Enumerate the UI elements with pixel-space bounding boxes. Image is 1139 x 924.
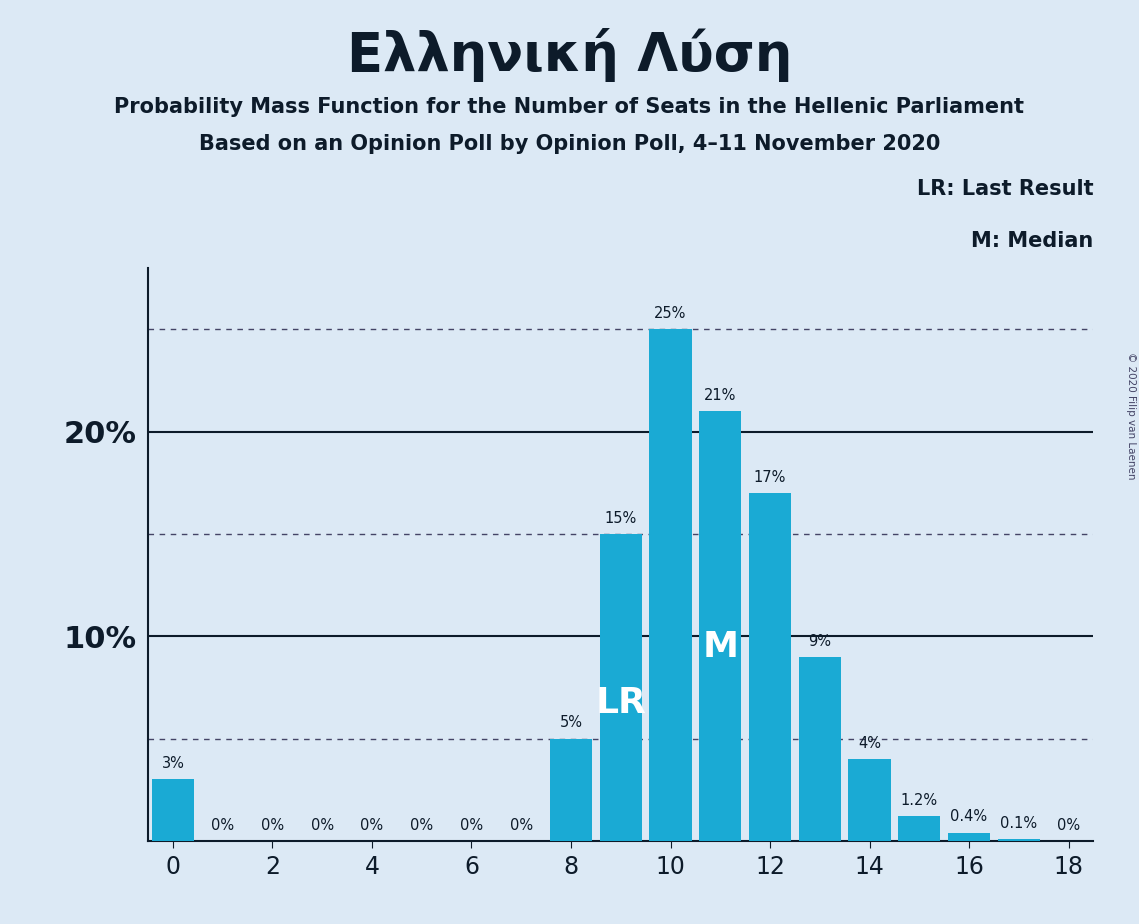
Bar [948,833,990,841]
Text: M: Median: M: Median [972,231,1093,250]
Text: 0.1%: 0.1% [1000,816,1038,831]
Bar [649,329,691,841]
Text: 0%: 0% [1057,818,1080,833]
Bar [798,657,841,841]
Bar [899,816,941,841]
Text: © 2020 Filip van Laenen: © 2020 Filip van Laenen [1126,352,1136,480]
Text: LR: Last Result: LR: Last Result [917,179,1093,200]
Text: 5%: 5% [559,715,582,730]
Text: 17%: 17% [754,469,786,485]
Text: 0%: 0% [410,818,433,833]
Bar [699,411,741,841]
Text: 0%: 0% [261,818,284,833]
Text: M: M [703,630,738,664]
Text: 3%: 3% [162,756,185,772]
Text: 0%: 0% [211,818,235,833]
Text: 0%: 0% [509,818,533,833]
Bar [998,839,1040,841]
Text: 25%: 25% [654,306,687,322]
Bar [599,534,642,841]
Text: 15%: 15% [605,511,637,526]
Text: 1.2%: 1.2% [901,793,937,808]
Bar [748,493,792,841]
Text: 21%: 21% [704,388,737,403]
Text: 0%: 0% [360,818,384,833]
Text: LR: LR [596,686,646,720]
Text: 0%: 0% [460,818,483,833]
Bar [550,738,592,841]
Text: 9%: 9% [809,634,831,649]
Bar [849,759,891,841]
Text: Based on an Opinion Poll by Opinion Poll, 4–11 November 2020: Based on an Opinion Poll by Opinion Poll… [199,134,940,154]
Text: 4%: 4% [858,736,882,751]
Text: Probability Mass Function for the Number of Seats in the Hellenic Parliament: Probability Mass Function for the Number… [115,97,1024,117]
Text: Ελληνική Λύση: Ελληνική Λύση [346,28,793,81]
Bar [151,780,194,841]
Text: 0.4%: 0.4% [950,809,988,824]
Text: 0%: 0% [311,818,334,833]
